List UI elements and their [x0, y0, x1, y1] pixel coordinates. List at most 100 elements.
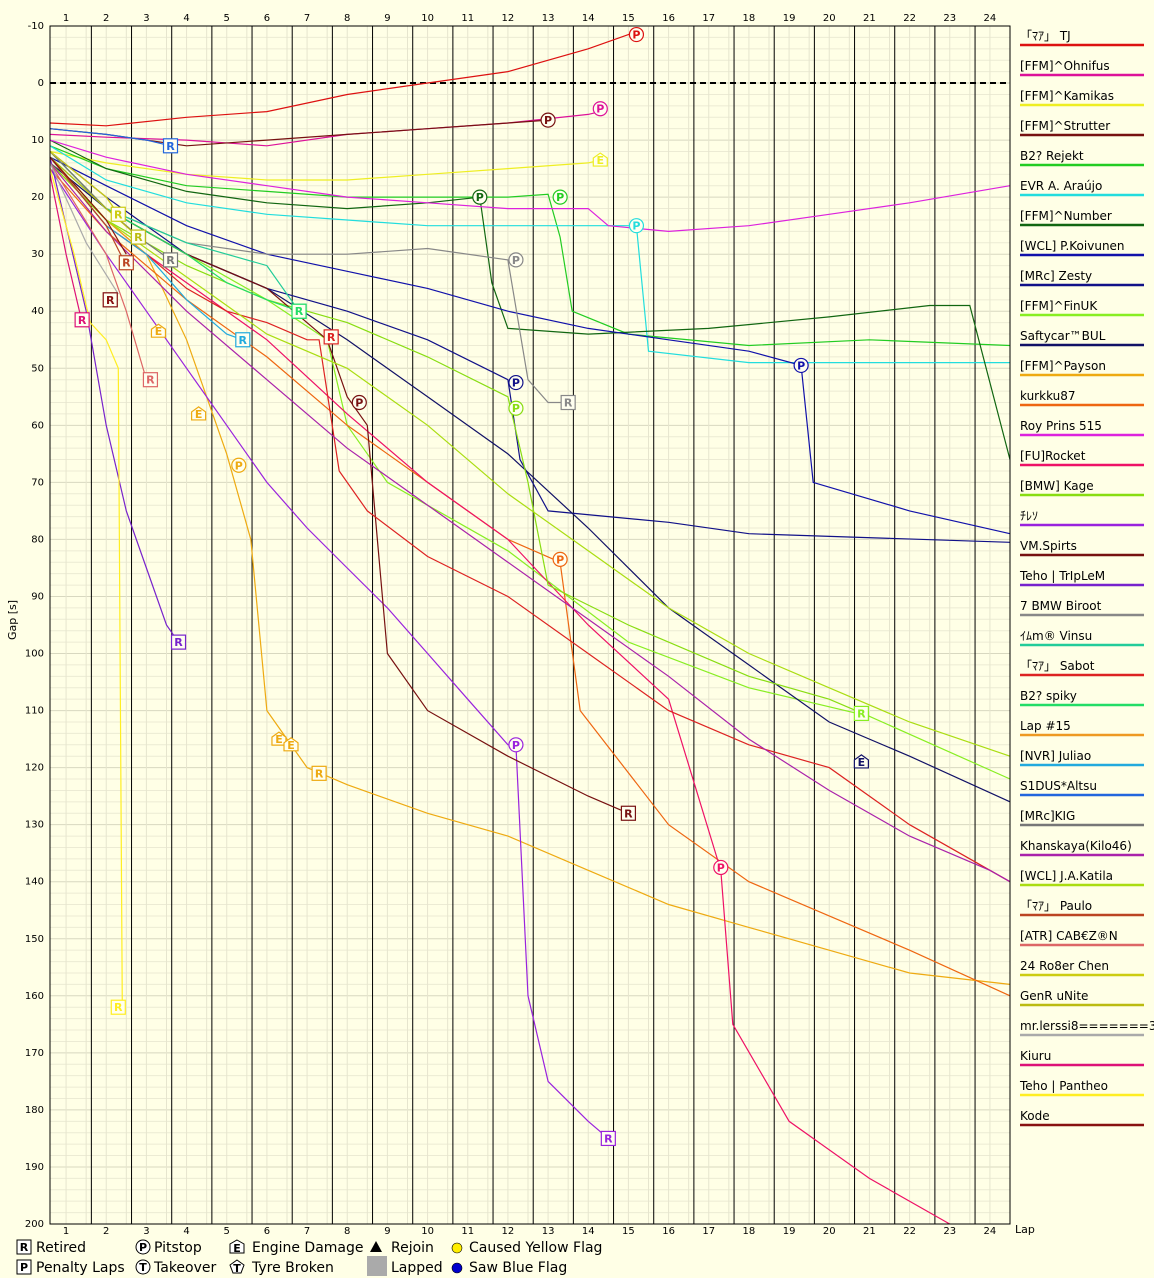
- svg-text:「ﾏｱ」 TJ: 「ﾏｱ」 TJ: [1020, 29, 1071, 43]
- y-tick-label: 110: [25, 706, 44, 717]
- series-line: [49, 156, 1011, 757]
- x-tick-label-bottom: 1: [63, 1226, 69, 1237]
- x-tick-label-bottom: 8: [344, 1226, 350, 1237]
- key-retired: R Retired: [16, 1239, 86, 1256]
- key-tyre: T Tyre Broken: [229, 1259, 334, 1276]
- svg-text:R: R: [604, 1132, 613, 1145]
- x-tick-label-top: 5: [224, 13, 230, 24]
- svg-text:R: R: [295, 305, 304, 318]
- x-tick-label-bottom: 23: [943, 1226, 956, 1237]
- y-tick-label: 190: [25, 1162, 44, 1173]
- svg-text:Lapped: Lapped: [391, 1260, 443, 1276]
- event-marker: E: [271, 731, 287, 746]
- svg-text:R: R: [624, 807, 633, 820]
- svg-text:[WCL] P.Koivunen: [WCL] P.Koivunen: [1020, 239, 1125, 253]
- y-tick-label: 0: [38, 78, 44, 89]
- key-penalty: P Penalty Laps: [16, 1259, 125, 1276]
- svg-text:Caused Yellow Flag: Caused Yellow Flag: [469, 1240, 602, 1256]
- svg-text:P: P: [512, 254, 520, 267]
- series-line: [49, 157, 179, 643]
- legend-item: [MRc] Zesty: [1020, 269, 1144, 287]
- svg-text:R: R: [134, 231, 143, 244]
- series-line: [49, 162, 119, 295]
- svg-text:GenR uNite: GenR uNite: [1020, 989, 1088, 1003]
- svg-text:P: P: [596, 103, 604, 116]
- svg-text:R: R: [122, 257, 131, 270]
- event-marker: P: [552, 189, 568, 205]
- x-tick-label-top: 9: [384, 13, 390, 24]
- svg-text:E: E: [858, 756, 866, 769]
- x-tick-label-bottom: 17: [702, 1226, 715, 1237]
- svg-text:B2? Rejekt: B2? Rejekt: [1020, 149, 1084, 163]
- legend-item: [FU]Rocket: [1020, 449, 1144, 467]
- event-marker: R: [118, 255, 134, 271]
- key-lapped: Lapped: [367, 1256, 443, 1276]
- event-marker: R: [162, 252, 179, 268]
- svg-text:R: R: [146, 374, 155, 387]
- series-line: [49, 156, 127, 266]
- event-marker: P: [508, 252, 524, 268]
- y-tick-label: 20: [31, 192, 44, 203]
- legend-item: [FFM]^Payson: [1020, 359, 1144, 377]
- svg-text:P: P: [512, 402, 520, 415]
- y-tick-label: 200: [25, 1219, 44, 1230]
- legend-item: [WCL] J.A.Katila: [1020, 869, 1144, 887]
- svg-text:7 BMW Biroot: 7 BMW Biroot: [1020, 599, 1102, 613]
- y-tick-label: 150: [25, 934, 44, 945]
- svg-text:R: R: [564, 397, 573, 410]
- legend-item: [ATR] CAB€Z®N: [1020, 929, 1144, 947]
- svg-text:[FFM]^FinUK: [FFM]^FinUK: [1020, 299, 1098, 313]
- svg-text:E: E: [275, 733, 283, 746]
- legend-item: kurkku87: [1020, 389, 1144, 407]
- x-tick-label-top: 7: [304, 13, 310, 24]
- series-line: [49, 145, 1011, 347]
- svg-text:R: R: [239, 334, 248, 347]
- svg-text:ﾁﾚｿ: ﾁﾚｿ: [1020, 509, 1038, 523]
- legend-item: [FFM]^FinUK: [1020, 299, 1144, 317]
- x-axis-title: Lap: [1015, 1223, 1035, 1236]
- legend-item: Roy Prins 515: [1020, 419, 1144, 437]
- x-tick-label-top: 15: [622, 13, 635, 24]
- event-marker: R: [102, 292, 118, 308]
- event-marker: P: [508, 737, 524, 753]
- event-marker: R: [600, 1130, 616, 1147]
- legend-item: Saftycar™BUL: [1020, 329, 1144, 347]
- key-pitstop: P Pitstop: [135, 1239, 202, 1256]
- x-tick-label-top: 24: [984, 13, 997, 24]
- event-marker: P: [508, 400, 524, 416]
- marker-layer: PPEPPPPPPREEEPEERPPPPRPRRPRRRRRRRRRRRRRR…: [74, 26, 869, 1147]
- y-tick-label: 140: [25, 877, 44, 888]
- x-tick-label-top: 14: [582, 13, 595, 24]
- x-tick-label-top: 6: [264, 13, 270, 24]
- x-tick-label-bottom: 5: [224, 1226, 230, 1237]
- svg-text:E: E: [233, 1242, 241, 1255]
- svg-text:[FFM]^Payson: [FFM]^Payson: [1020, 359, 1106, 373]
- legend-item: ｲﾑm® Vinsu: [1020, 629, 1144, 647]
- x-tick-label-bottom: 10: [421, 1226, 434, 1237]
- event-marker: P: [552, 551, 568, 567]
- series-line: [49, 145, 1010, 364]
- series-line: [49, 162, 147, 380]
- event-marker: R: [110, 206, 126, 222]
- event-marker: P: [472, 189, 488, 205]
- series-line: [49, 156, 1011, 535]
- event-marker: P: [508, 374, 524, 391]
- legend-item: 24 Ro8er Chen: [1020, 959, 1144, 977]
- svg-text:S1DUS*Altsu: S1DUS*Altsu: [1020, 779, 1097, 793]
- svg-text:Kiuru: Kiuru: [1020, 1049, 1051, 1063]
- y-tick-label: 170: [25, 1048, 44, 1059]
- event-marker: R: [620, 805, 637, 821]
- event-marker: P: [351, 394, 367, 411]
- x-tick-label-bottom: 19: [783, 1226, 796, 1237]
- svg-text:R: R: [106, 294, 115, 307]
- svg-text:Rejoin: Rejoin: [391, 1240, 434, 1256]
- svg-text:Teho | Pantheo: Teho | Pantheo: [1019, 1079, 1108, 1093]
- x-tick-label-bottom: 4: [183, 1226, 189, 1237]
- series-line: [49, 174, 83, 323]
- series-line: [49, 139, 1011, 460]
- x-tick-label-bottom: 11: [461, 1226, 474, 1237]
- svg-text:EVR A. Araújo: EVR A. Araújo: [1020, 179, 1102, 193]
- svg-text:T: T: [233, 1262, 241, 1275]
- svg-text:P: P: [512, 377, 520, 390]
